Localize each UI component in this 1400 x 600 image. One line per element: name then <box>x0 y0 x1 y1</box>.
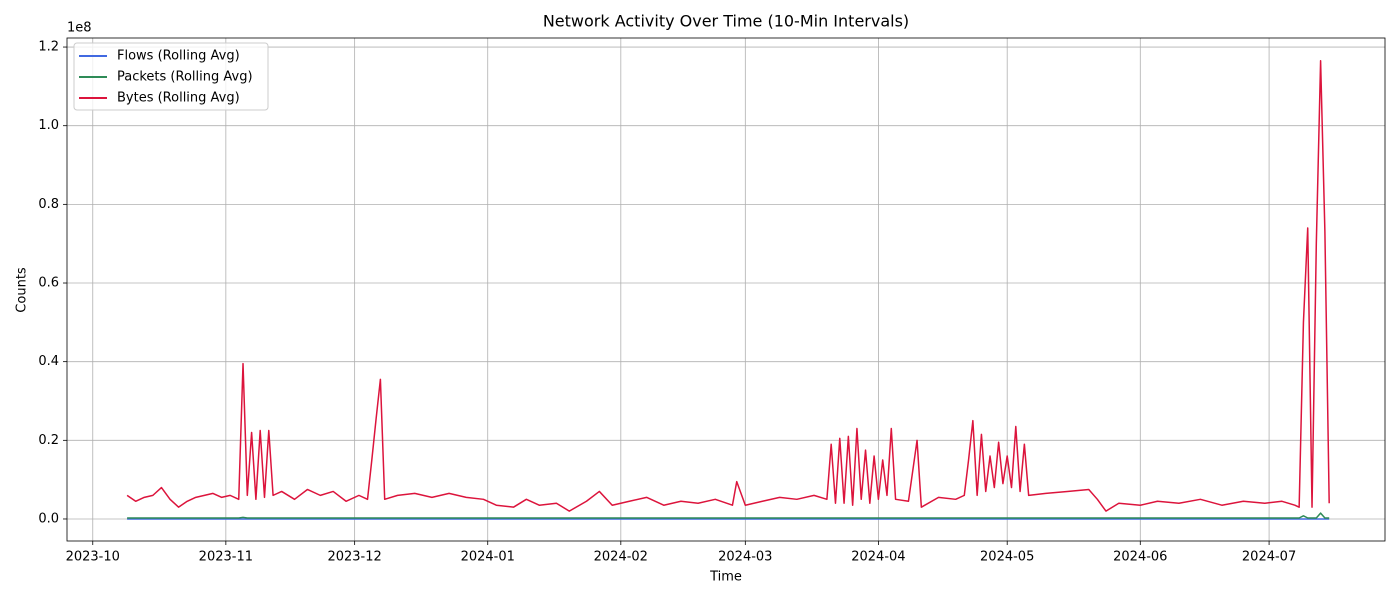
y-tick-label: 0.2 <box>38 433 59 448</box>
y-tick-label: 0.0 <box>38 511 59 526</box>
y-tick-label: 0.8 <box>38 197 59 212</box>
x-tick-label: 2023-12 <box>327 550 381 565</box>
legend-label: Bytes (Rolling Avg) <box>117 91 240 106</box>
y-offset-label: 1e8 <box>67 21 92 36</box>
y-axis-label: Counts <box>15 267 30 313</box>
x-tick-label: 2024-06 <box>1113 550 1167 565</box>
x-axis-label: Time <box>709 570 742 585</box>
x-tick-label: 2024-05 <box>980 550 1034 565</box>
data-line <box>127 512 1330 519</box>
legend-label: Flows (Rolling Avg) <box>117 49 240 64</box>
legend-label: Packets (Rolling Avg) <box>117 70 253 85</box>
chart-title: Network Activity Over Time (10-Min Inter… <box>543 12 909 31</box>
x-tick-label: 2024-01 <box>461 550 515 565</box>
x-tick-label: 2023-11 <box>199 550 253 565</box>
x-tick-label: 2024-03 <box>718 550 772 565</box>
plot-frame <box>66 37 1386 542</box>
legend-box <box>73 42 269 111</box>
y-tick-label: 1.2 <box>38 40 59 55</box>
y-tick-label: 1.0 <box>38 118 59 133</box>
y-tick-label: 0.4 <box>38 354 59 369</box>
legend: Flows (Rolling Avg) Packets (Rolling Avg)… <box>73 42 269 111</box>
data-line <box>126 60 1330 512</box>
x-tick-label: 2024-02 <box>594 550 648 565</box>
x-tick-label: 2024-07 <box>1242 550 1296 565</box>
x-tick-label: 2023-10 <box>66 550 120 565</box>
x-tick-label: 2024-04 <box>851 550 905 565</box>
y-tick-label: 0.6 <box>38 276 59 291</box>
